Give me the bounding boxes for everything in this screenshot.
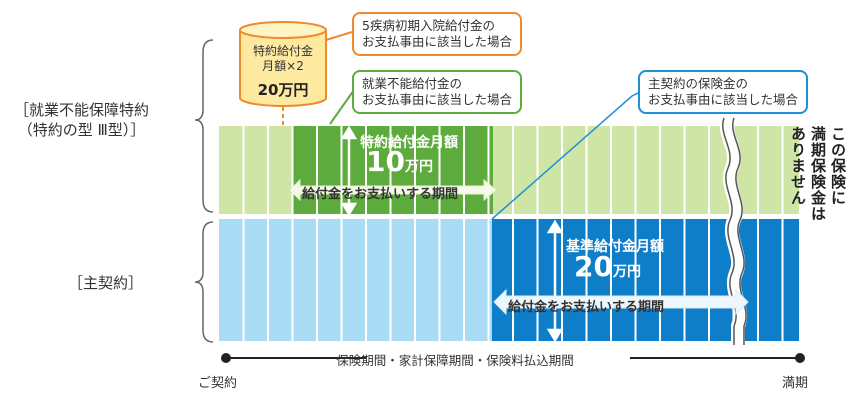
main-horizontal-arrow — [493, 288, 749, 316]
main-period-arrow — [546, 219, 564, 343]
timeline-start-dot — [221, 353, 231, 363]
rider-benefit-amount: 10万円 — [366, 145, 433, 178]
callout-disability: 就業不能給付金の お支払事由に該当した場合 — [352, 70, 523, 114]
rider-benefit-period: 給付金をお支払いする期間 — [302, 187, 459, 202]
timeline-end-dot — [795, 353, 805, 363]
callout-cancer-hospital: 5疾病初期入院給付金の お支払事由に該当した場合 — [352, 12, 523, 56]
no-maturity-note: この保険に 満期保険金は ありません — [789, 126, 847, 222]
initial-benefit-amount: 20万円 — [257, 81, 309, 99]
timeline-label: 保険期間・家計保障期間・保険料払込期間 — [336, 353, 574, 368]
rider-active-period — [293, 126, 493, 214]
main-active-period — [492, 219, 799, 341]
rider-period-arrow — [340, 125, 358, 217]
main-benefit-amount: 20万円 — [574, 250, 641, 283]
main-benefit-title: 基準給付金月額 — [566, 239, 664, 255]
initial-benefit-label: 特約給付金 月額×2 — [252, 44, 313, 73]
rider-benefit-title: 特約給付金月額 — [360, 135, 458, 151]
timeline-start-label: ご契約 — [198, 376, 238, 391]
callout-blue-connector — [491, 91, 641, 220]
main-contract-label: ［主契約］ — [68, 274, 144, 292]
main-benefit-period: 給付金をお支払いする期間 — [508, 300, 665, 315]
callout-main-benefit: 主契約の保険金の お支払事由に該当した場合 — [638, 70, 809, 114]
initial-benefit-cylinder — [239, 21, 327, 107]
rider-horizontal-arrow — [289, 178, 497, 202]
rider-label: ［就業不能保障特約 （特約の型 Ⅲ型）］ — [14, 101, 150, 139]
rider-brace — [194, 39, 214, 213]
main-brace — [194, 221, 214, 343]
callout-orange-connector — [325, 31, 353, 41]
callout-green-connector — [329, 89, 355, 125]
timeline-end-label: 満期 — [782, 376, 809, 391]
